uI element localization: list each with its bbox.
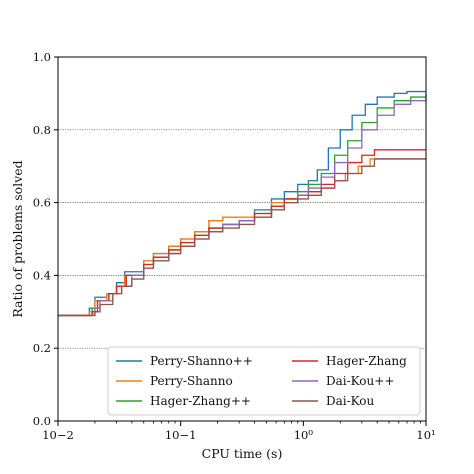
x-axis-label: CPU time (s) bbox=[202, 446, 283, 461]
legend-label: Perry-Shanno++ bbox=[150, 354, 253, 368]
series-line bbox=[58, 158, 426, 317]
x-tick-label: 10−1 bbox=[165, 428, 197, 442]
legend-label: Hager-Zhang bbox=[326, 354, 407, 368]
series-lines bbox=[58, 90, 427, 317]
series-line bbox=[58, 90, 426, 317]
x-tick-label: 10⁰ bbox=[294, 428, 314, 442]
y-tick-label: 0.2 bbox=[33, 341, 51, 355]
series-line bbox=[58, 93, 427, 317]
x-tick-label: 10¹ bbox=[416, 428, 435, 442]
y-tick-label: 0.0 bbox=[33, 414, 51, 428]
series-line bbox=[58, 158, 426, 317]
legend-box bbox=[107, 346, 421, 416]
y-axis-label: Ratio of problems solved bbox=[10, 160, 25, 317]
y-tick-label: 0.4 bbox=[33, 268, 51, 282]
legend-label: Dai-Kou++ bbox=[326, 374, 394, 388]
x-tick-label: 10−2 bbox=[42, 428, 74, 442]
y-tick-label: 0.8 bbox=[33, 123, 51, 137]
legend-label: Dai-Kou bbox=[326, 394, 375, 408]
legend: Perry-Shanno++ Perry-Shanno Hager-Zhang++ H… bbox=[107, 346, 421, 416]
series-line bbox=[58, 149, 426, 317]
axis-ticks: 0.0 0.2 0.4 0.6 0.8 1.0 10−2 10−1 10⁰ 10¹ bbox=[33, 50, 436, 442]
legend-label: Hager-Zhang++ bbox=[150, 394, 251, 408]
legend-label: Perry-Shanno bbox=[150, 374, 233, 388]
plot-frame bbox=[57, 56, 427, 422]
y-tick-label: 0.6 bbox=[33, 196, 51, 210]
y-tick-label: 1.0 bbox=[33, 50, 51, 64]
